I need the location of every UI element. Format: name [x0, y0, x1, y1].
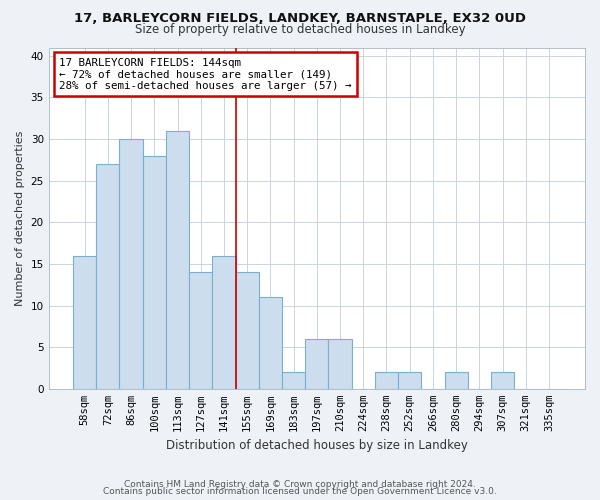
X-axis label: Distribution of detached houses by size in Landkey: Distribution of detached houses by size …	[166, 440, 468, 452]
Bar	[96, 164, 119, 389]
Text: 17 BARLEYCORN FIELDS: 144sqm
← 72% of detached houses are smaller (149)
28% of s: 17 BARLEYCORN FIELDS: 144sqm ← 72% of de…	[59, 58, 352, 91]
Bar	[375, 372, 398, 389]
Text: Contains public sector information licensed under the Open Government Licence v3: Contains public sector information licen…	[103, 488, 497, 496]
Bar	[328, 339, 352, 389]
Bar	[305, 339, 328, 389]
Bar	[73, 256, 96, 389]
Bar	[119, 139, 143, 389]
Bar	[445, 372, 468, 389]
Bar	[398, 372, 421, 389]
Bar	[259, 297, 282, 389]
Bar	[166, 130, 189, 389]
Bar	[189, 272, 212, 389]
Bar	[282, 372, 305, 389]
Y-axis label: Number of detached properties: Number of detached properties	[15, 130, 25, 306]
Bar	[212, 256, 236, 389]
Text: Contains HM Land Registry data © Crown copyright and database right 2024.: Contains HM Land Registry data © Crown c…	[124, 480, 476, 489]
Bar	[143, 156, 166, 389]
Text: 17, BARLEYCORN FIELDS, LANDKEY, BARNSTAPLE, EX32 0UD: 17, BARLEYCORN FIELDS, LANDKEY, BARNSTAP…	[74, 12, 526, 26]
Text: Size of property relative to detached houses in Landkey: Size of property relative to detached ho…	[134, 22, 466, 36]
Bar	[236, 272, 259, 389]
Bar	[491, 372, 514, 389]
